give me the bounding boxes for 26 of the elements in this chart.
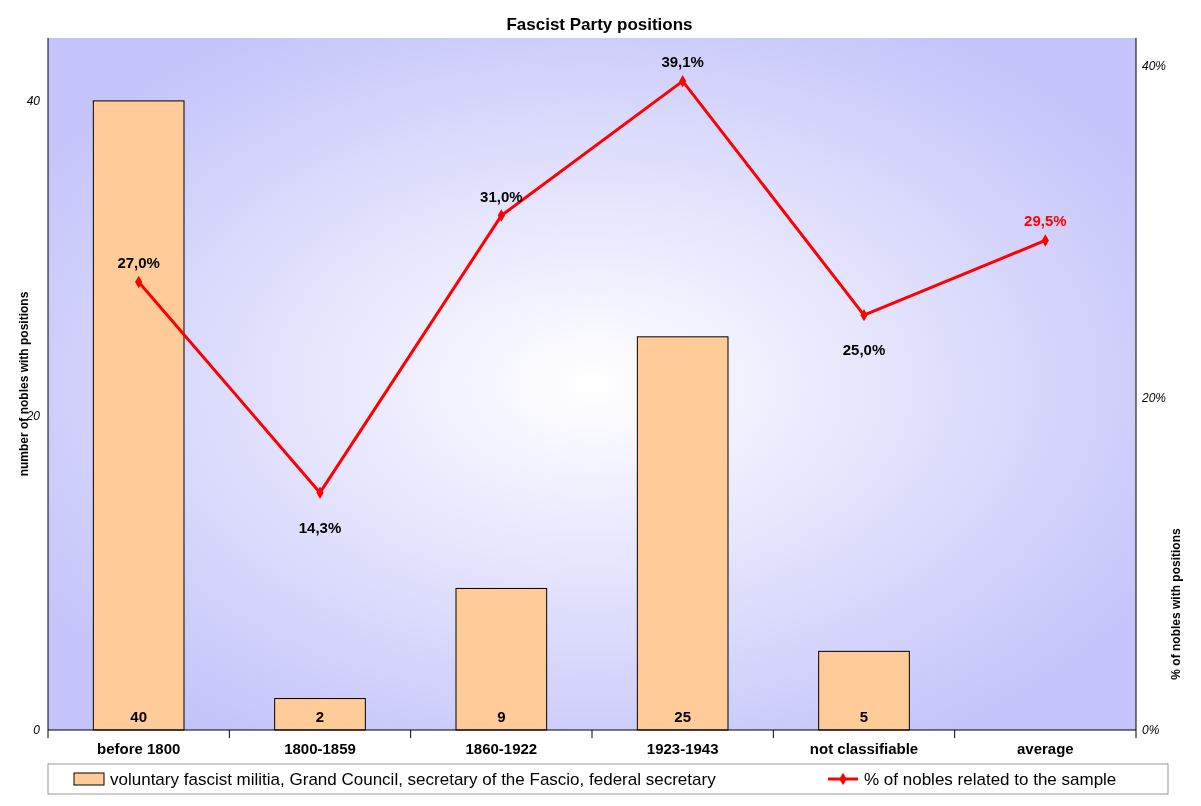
y-tick-label: 40 [26, 94, 41, 109]
data-label: 29,5% [1024, 212, 1067, 230]
y2-axis-title: % of nobles with positions [1169, 528, 1183, 680]
y2-tick-label: 20% [1141, 391, 1167, 406]
x-tick-label: not classifiable [809, 740, 919, 757]
data-label: 40 [130, 708, 148, 725]
data-label: 31,0% [480, 187, 523, 205]
x-tick-label: 1800-1859 [284, 740, 356, 757]
x-tick-label: before 1800 [96, 740, 181, 757]
data-label: 39,1% [661, 53, 704, 71]
chart-title: Fascist Party positions [506, 14, 693, 34]
data-label: 14,3% [298, 518, 342, 536]
data-label: 9 [497, 708, 506, 725]
y2-tick-label: 0% [1142, 723, 1160, 738]
y2-tick-label: 40% [1142, 59, 1167, 74]
legend-label: % of nobles related to the sample [864, 769, 1117, 789]
x-tick-label: 1923-1943 [646, 740, 719, 757]
y-tick-label: 0 [33, 723, 41, 738]
data-label: 25,0% [842, 341, 886, 359]
x-tick-label: 1860-1922 [465, 740, 538, 757]
data-label: 27,0% [117, 253, 160, 271]
data-label: 25 [674, 708, 692, 725]
data-label: 2 [315, 708, 325, 725]
data-label: 5 [859, 708, 869, 725]
legend-label: voluntary fascist militia, Grand Council, secretary of the Fascio, federal secretary [110, 769, 717, 789]
x-tick-label: average [1016, 740, 1074, 757]
